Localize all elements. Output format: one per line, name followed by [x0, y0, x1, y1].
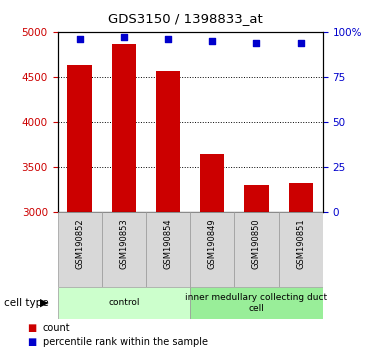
- Text: GDS3150 / 1398833_at: GDS3150 / 1398833_at: [108, 12, 263, 25]
- Text: GSM190854: GSM190854: [164, 218, 173, 269]
- Bar: [68, 65, 92, 212]
- Point: [165, 36, 171, 42]
- Bar: [234, 212, 279, 287]
- Text: count: count: [43, 323, 70, 333]
- Bar: [244, 185, 269, 212]
- Point: [298, 40, 303, 46]
- Text: GSM190852: GSM190852: [75, 218, 84, 269]
- Text: ▶: ▶: [40, 298, 48, 308]
- Bar: [190, 287, 323, 319]
- Bar: [58, 212, 102, 287]
- Text: cell type: cell type: [4, 298, 48, 308]
- Text: GSM190849: GSM190849: [208, 218, 217, 269]
- Bar: [112, 44, 136, 212]
- Bar: [156, 71, 180, 212]
- Text: inner medullary collecting duct
cell: inner medullary collecting duct cell: [186, 293, 328, 313]
- Bar: [279, 212, 323, 287]
- Bar: [289, 183, 313, 212]
- Bar: [58, 287, 190, 319]
- Bar: [190, 212, 234, 287]
- Point: [209, 38, 215, 44]
- Bar: [200, 154, 224, 212]
- Text: GSM190853: GSM190853: [119, 218, 128, 269]
- Point: [77, 36, 83, 42]
- Text: percentile rank within the sample: percentile rank within the sample: [43, 337, 208, 347]
- Text: control: control: [108, 298, 139, 307]
- Text: ■: ■: [27, 323, 36, 333]
- Text: GSM190850: GSM190850: [252, 218, 261, 269]
- Bar: [146, 212, 190, 287]
- Point: [253, 40, 259, 46]
- Text: ■: ■: [27, 337, 36, 347]
- Bar: [102, 212, 146, 287]
- Point: [121, 34, 127, 40]
- Text: GSM190851: GSM190851: [296, 218, 305, 269]
